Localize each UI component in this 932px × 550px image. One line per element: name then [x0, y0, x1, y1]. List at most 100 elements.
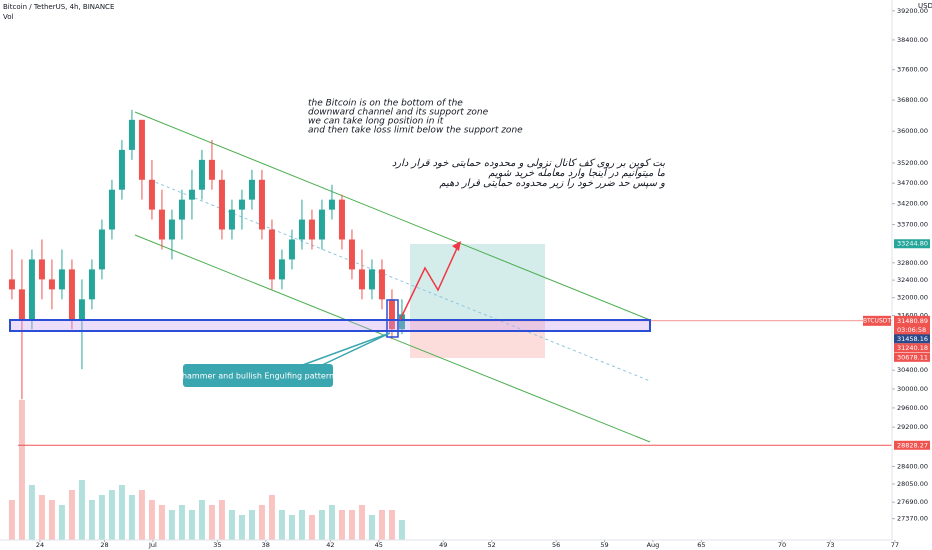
x-tick-label: 73 [826, 541, 834, 549]
candle-body [28, 259, 35, 320]
candle-body [228, 209, 235, 230]
volume-bar [388, 510, 395, 540]
candle-body [328, 199, 335, 210]
y-tick-label: 34200.00 [897, 200, 928, 208]
volume-label: Vol [3, 13, 14, 21]
y-tick-label: 29200.00 [897, 423, 928, 431]
volume-bar [198, 500, 205, 540]
volume-bar [18, 400, 25, 540]
note-text: the Bitcoin is on the bottom of the [308, 99, 463, 109]
candle-body [168, 219, 175, 240]
volume-bar [58, 505, 65, 540]
candle-body [178, 199, 185, 220]
note-text: and then take loss limit below the suppo… [308, 126, 523, 136]
y-tick-label: 32000.00 [897, 294, 928, 302]
y-tick-label: 35200.00 [897, 159, 928, 167]
x-tick-label: 28 [100, 541, 108, 549]
callout-box [183, 364, 333, 387]
candle-body [158, 209, 165, 240]
callout-pointer [319, 332, 391, 367]
candle-body [368, 269, 375, 290]
y-tick-label: 30400.00 [897, 366, 928, 374]
y-tick-label: 33700.00 [897, 221, 928, 229]
y-tick-label: 31600.00 [897, 311, 928, 319]
volume-bar [218, 500, 225, 540]
volume-bar [288, 515, 295, 540]
candle-body [308, 219, 315, 240]
candle-body [388, 299, 395, 330]
x-tick-label: 77 [891, 541, 899, 549]
y-tick-label: 30000.00 [897, 385, 928, 393]
y-tick-label: 38400.00 [897, 36, 928, 44]
x-tick-label: 65 [697, 541, 705, 549]
price-label-bg [894, 239, 930, 249]
volume-bar [38, 495, 45, 540]
y-tick-label: 36000.00 [897, 127, 928, 135]
volume-bar [358, 505, 365, 540]
x-tick-label: 24 [36, 541, 44, 549]
y-tick-label: 34700.00 [897, 179, 928, 187]
currency: USDT [918, 2, 932, 10]
note-text-fa: و سپس حد ضرر خود را زیر محدوده حمایتی قر… [439, 178, 665, 189]
candle-body [98, 229, 105, 270]
volume-bar [48, 500, 55, 540]
price-label: 33244.80 [897, 240, 928, 248]
note-text-fa: بت کوین بر روی کف کانال نزولی و محدوده ح… [392, 158, 665, 169]
volume-bar [338, 510, 345, 540]
path-arrow [399, 245, 459, 321]
candle-body [358, 269, 365, 290]
price-label-bg [894, 343, 930, 353]
support-zone [9, 319, 651, 332]
channel-upper [134, 111, 651, 321]
volume-bar [108, 490, 115, 540]
y-tick-label: 28050.00 [897, 480, 928, 488]
callout-pointer [299, 332, 391, 367]
candle-body [148, 179, 155, 210]
price-label-bg [894, 440, 930, 450]
candle-body [218, 179, 225, 230]
price-label: 30678.11 [897, 353, 928, 361]
channel-lower [134, 234, 651, 443]
candle-body [318, 209, 325, 240]
x-tick-label: 59 [600, 541, 608, 549]
volume-bar [328, 505, 335, 540]
y-tick-label: 28400.00 [897, 462, 928, 470]
candle-body [348, 239, 355, 270]
volume-bar [178, 505, 185, 540]
target-zone [410, 244, 545, 321]
symbol-tag: BTCUSDT [863, 317, 891, 324]
chart-title: Bitcoin / TetherUS, 4h, BINANCE [3, 3, 114, 11]
volume-bar [68, 490, 75, 540]
candle-body [48, 279, 55, 290]
x-tick-label: 38 [262, 541, 270, 549]
candle-body [108, 189, 115, 230]
volume-bar [98, 495, 105, 540]
candle-body [378, 269, 385, 300]
volume-bar [268, 495, 275, 540]
y-tick-label: 32400.00 [897, 276, 928, 284]
volume-bar [398, 520, 405, 540]
volume-bar [148, 500, 155, 540]
volume-bar [158, 505, 165, 540]
note-text: downward channel and its support zone [308, 108, 489, 118]
volume-bar [208, 505, 215, 540]
volume-bar [168, 510, 175, 540]
candle-body [128, 119, 135, 150]
pattern-box [386, 299, 399, 338]
y-tick-label: 39200.00 [897, 7, 928, 15]
volume-bar [88, 500, 95, 540]
volume-bar [278, 510, 285, 540]
volume-bar [258, 505, 265, 540]
y-tick-label: 37600.00 [897, 66, 928, 74]
price-label: 31480.89 [897, 317, 928, 325]
volume-bar [8, 500, 15, 540]
arrow-head [452, 241, 461, 251]
x-tick-label: 52 [488, 541, 496, 549]
volume-bar [188, 510, 195, 540]
symbol-tag-bg [863, 315, 891, 326]
candle-body [68, 269, 75, 320]
note-text: we can take long position in it [308, 117, 444, 127]
stop-zone [410, 321, 545, 358]
volume-bar [228, 510, 235, 540]
